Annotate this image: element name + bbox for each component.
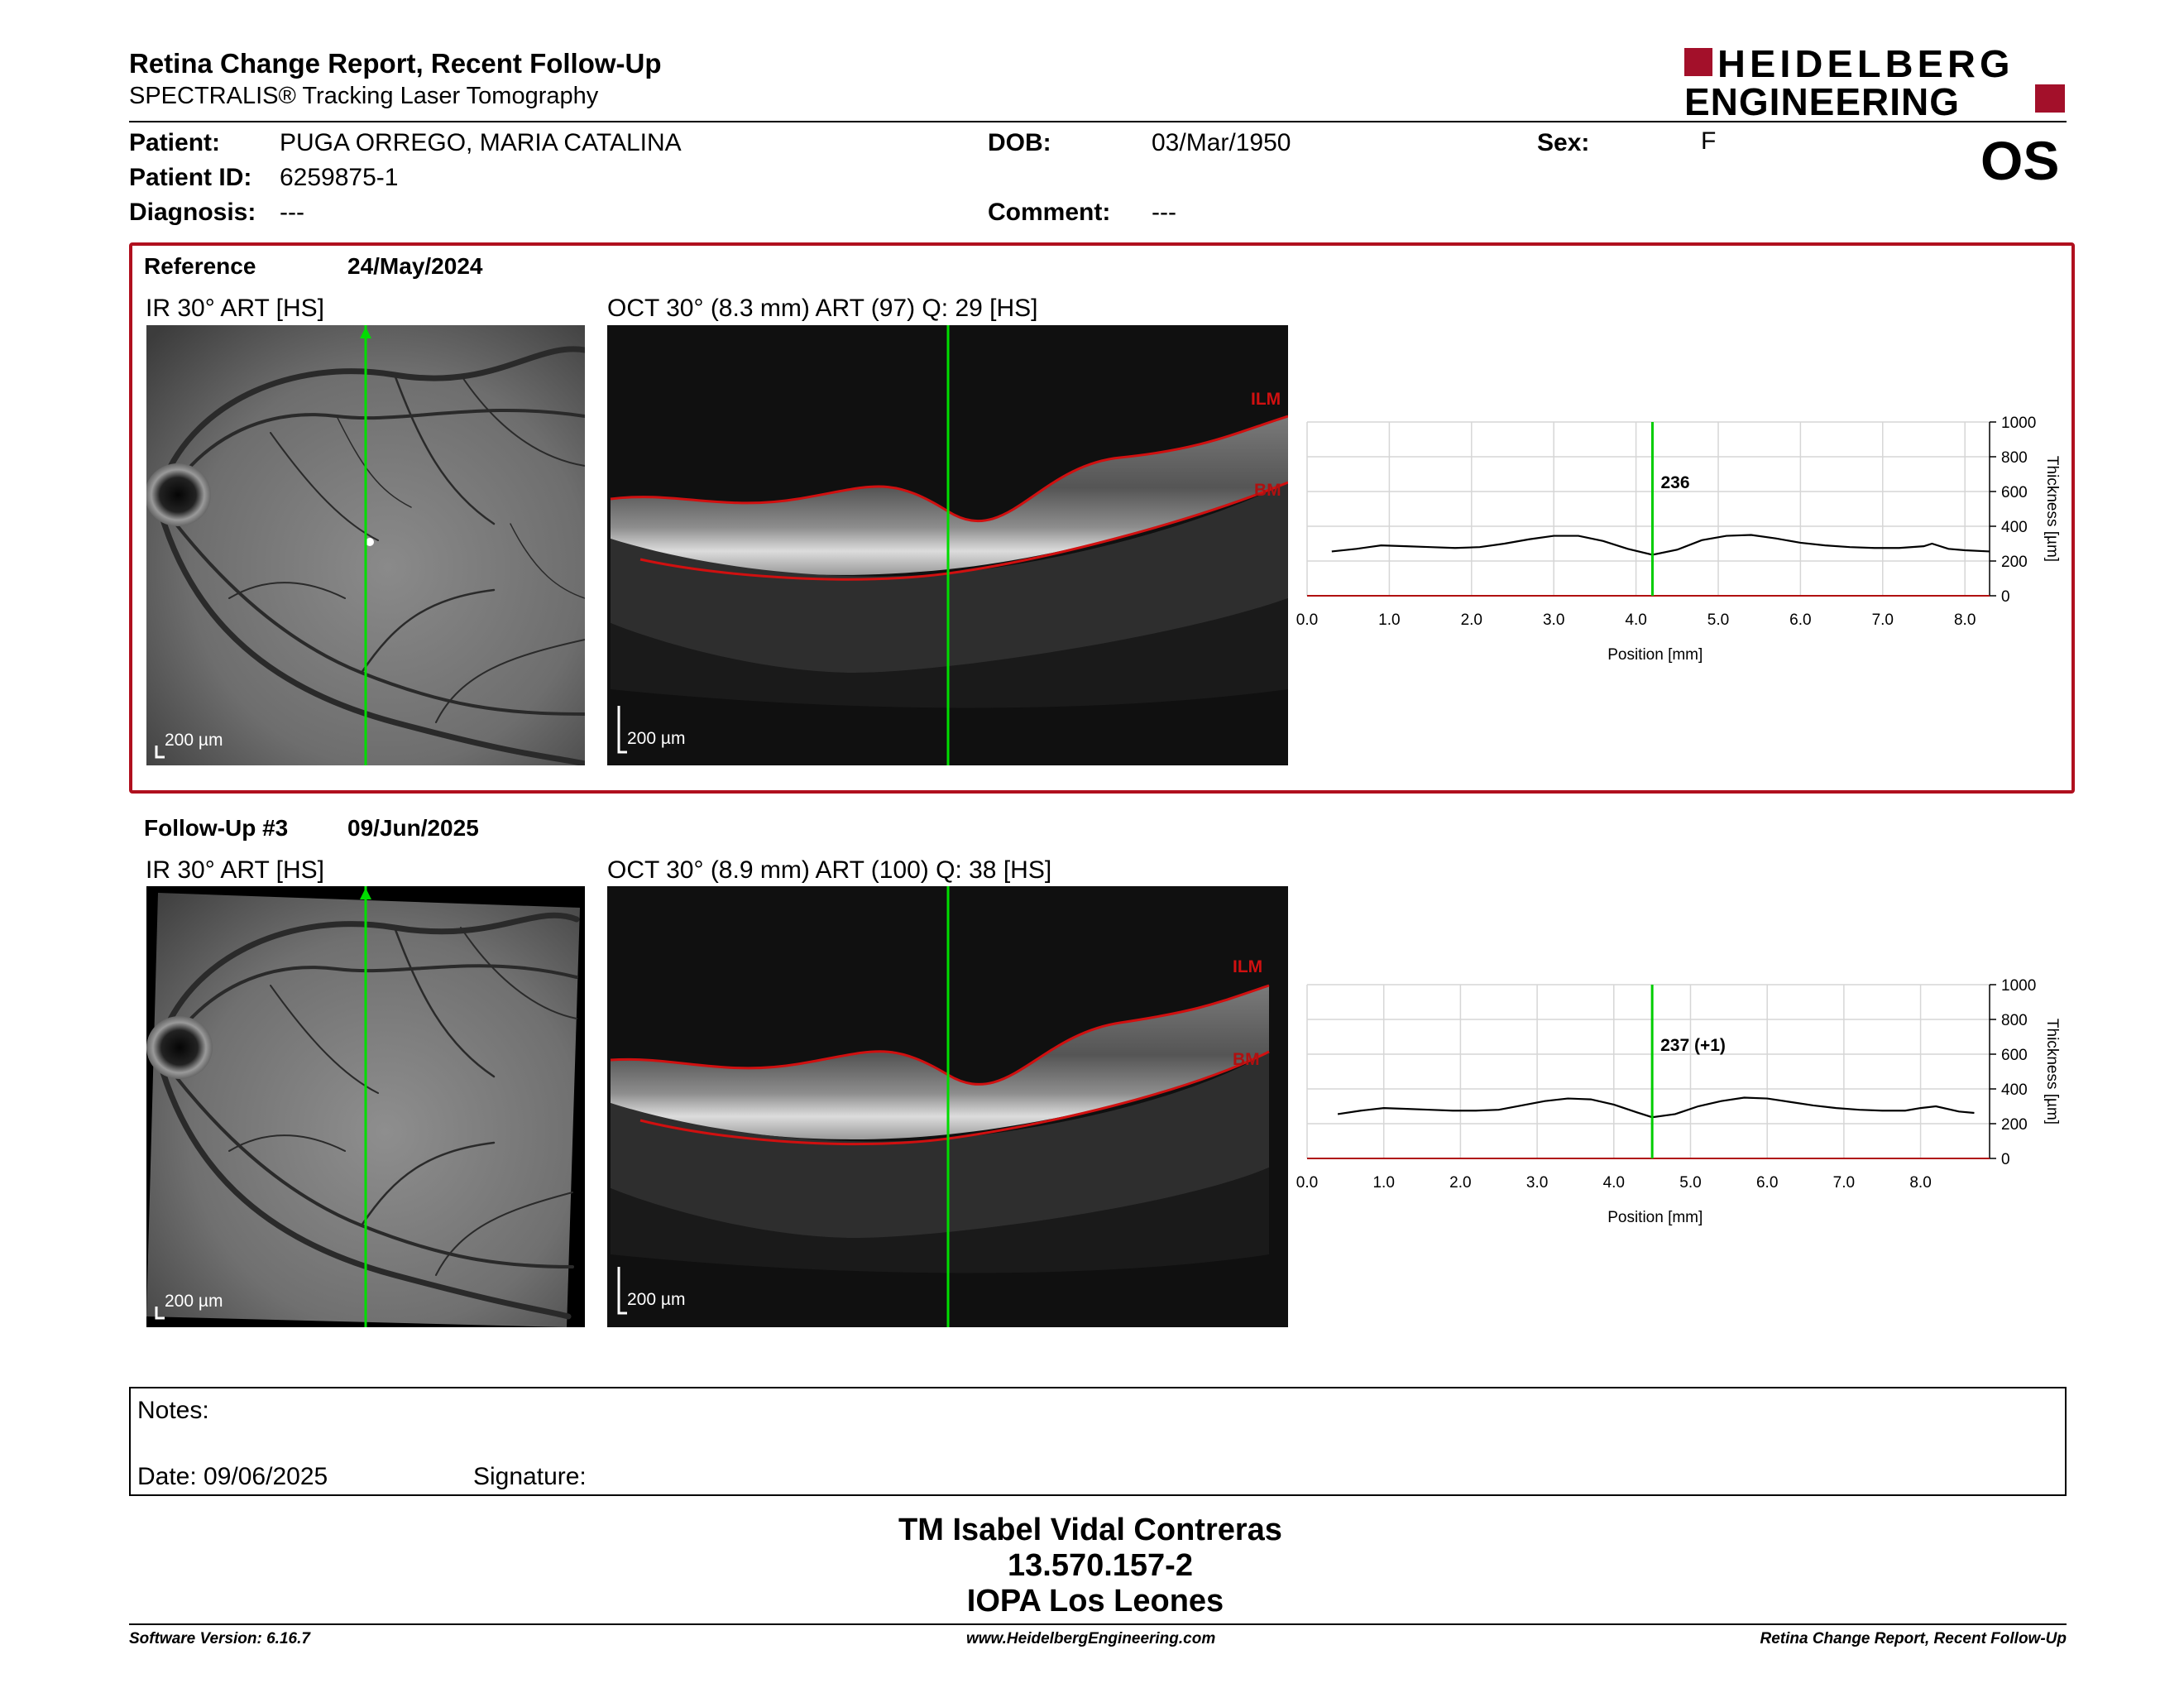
x-tick-label: 0.0 bbox=[1296, 611, 1318, 629]
x-tick-label: 5.0 bbox=[1707, 611, 1729, 629]
reference-oct-title: OCT 30° (8.3 mm) ART (97) Q: 29 [HS] bbox=[607, 295, 1038, 322]
y-tick-label: 600 bbox=[2001, 484, 2028, 501]
reference-label: Reference bbox=[144, 253, 256, 279]
x-tick-label: 0.0 bbox=[1296, 1174, 1318, 1192]
reference-thickness-chart: 0 200 400 600 800 1000 0.0 1.0 2.0 3.0 4.0 5.0 6.0 7.… bbox=[1296, 415, 2061, 664]
signer-institution: IOPA Los Leones bbox=[966, 1584, 1224, 1618]
signature-label: Signature: bbox=[473, 1463, 587, 1490]
patient-label: Patient: bbox=[129, 129, 221, 156]
x-tick-label: 7.0 bbox=[1872, 611, 1894, 629]
y-tick-label: 800 bbox=[2001, 449, 2028, 467]
y-tick-label: 800 bbox=[2001, 1012, 2028, 1029]
x-tick-label: 6.0 bbox=[1756, 1174, 1778, 1192]
followup-ir-scale: 200 µm bbox=[165, 1292, 223, 1311]
followup-label: Follow-Up #3 bbox=[144, 815, 289, 841]
reference-fundus-drawing bbox=[146, 325, 585, 765]
cursor-value-label: 236 bbox=[1660, 473, 1689, 492]
followup-bm-label: BM bbox=[1233, 1050, 1260, 1069]
reference-ir-title: IR 30° ART [HS] bbox=[146, 295, 324, 322]
reference-frame bbox=[129, 242, 2075, 794]
footer-report-name: Retina Change Report, Recent Follow-Up bbox=[1760, 1630, 2067, 1647]
reference-ilm-label: ILM bbox=[1251, 390, 1281, 409]
thickness-line bbox=[1337, 1096, 1975, 1119]
followup-fundus-drawing bbox=[146, 886, 580, 1327]
y-tick-label: 0 bbox=[2001, 588, 2010, 606]
patient-name: PUGA ORREGO, MARIA CATALINA bbox=[280, 129, 682, 156]
reference-bm-label: BM bbox=[1254, 481, 1281, 500]
followup-ir-image[interactable]: 200 µm bbox=[146, 886, 585, 1327]
header-rule bbox=[129, 121, 2067, 122]
y-tick-label: 200 bbox=[2001, 1116, 2028, 1134]
x-tick-label: 4.0 bbox=[1625, 611, 1646, 629]
x-tick-label: 2.0 bbox=[1449, 1174, 1471, 1192]
footer-rule bbox=[129, 1623, 2067, 1625]
x-tick-label: 8.0 bbox=[1909, 1174, 1931, 1192]
report-title: Retina Change Report, Recent Follow-Up bbox=[129, 48, 662, 79]
thickness-line bbox=[1331, 534, 1990, 556]
heidelberg-logo: HEIDELBERG ENGINEERING bbox=[1684, 42, 2065, 123]
y-tick-label: 1000 bbox=[2001, 977, 2036, 995]
y-axis-label: Thickness [µm] bbox=[2043, 456, 2061, 562]
dob-label: DOB: bbox=[988, 129, 1051, 156]
signer-rut: 13.570.157-2 bbox=[1008, 1548, 1193, 1583]
x-tick-label: 6.0 bbox=[1789, 611, 1811, 629]
reference-date: 24/May/2024 bbox=[347, 253, 483, 279]
y-tick-label: 600 bbox=[2001, 1047, 2028, 1064]
eye-indicator: OS bbox=[1980, 130, 2060, 191]
y-axis-label: Thickness [µm] bbox=[2043, 1019, 2061, 1125]
y-tick-label: 1000 bbox=[2001, 415, 2036, 432]
diagnosis-value: --- bbox=[280, 199, 304, 226]
notes-date: Date: 09/06/2025 bbox=[137, 1463, 328, 1490]
y-tick-label: 0 bbox=[2001, 1151, 2010, 1168]
y-tick-label: 200 bbox=[2001, 554, 2028, 571]
y-tick-label: 400 bbox=[2001, 519, 2028, 536]
logo-square-bottom bbox=[2035, 84, 2065, 113]
reference-oct-image[interactable]: ILM BM 200 µm bbox=[607, 325, 1288, 765]
x-tick-label: 1.0 bbox=[1372, 1174, 1394, 1192]
reference-ir-scale: 200 µm bbox=[165, 731, 223, 750]
notes-label: Notes: bbox=[137, 1397, 209, 1424]
x-tick-label: 2.0 bbox=[1461, 611, 1482, 629]
logo-text-heidelberg: HEIDELBERG bbox=[1717, 42, 2014, 85]
comment-value: --- bbox=[1152, 199, 1176, 226]
x-tick-label: 5.0 bbox=[1679, 1174, 1701, 1192]
patient-id: 6259875-1 bbox=[280, 164, 399, 191]
y-tick-label: 400 bbox=[2001, 1081, 2028, 1099]
x-tick-label: 8.0 bbox=[1954, 611, 1976, 629]
followup-ir-title: IR 30° ART [HS] bbox=[146, 856, 324, 884]
followup-oct-scale: 200 µm bbox=[627, 1290, 686, 1309]
x-tick-label: 1.0 bbox=[1378, 611, 1400, 629]
signer-name: TM Isabel Vidal Contreras bbox=[898, 1513, 1282, 1547]
x-axis-label: Position [mm] bbox=[1607, 646, 1703, 664]
followup-oct-drawing bbox=[607, 886, 1288, 1327]
diagnosis-label: Diagnosis: bbox=[129, 199, 256, 226]
reference-ir-image[interactable]: 200 µm bbox=[146, 325, 585, 765]
followup-thickness-chart: 0 200 400 600 800 1000 0.0 1.0 2.0 3.0 4.0 5.0 6.0 7.… bbox=[1296, 977, 2061, 1226]
x-tick-label: 7.0 bbox=[1833, 1174, 1855, 1192]
reference-oct-scale: 200 µm bbox=[627, 729, 686, 748]
logo-square-top bbox=[1684, 48, 1712, 76]
followup-ilm-label: ILM bbox=[1233, 957, 1263, 976]
reference-oct-drawing bbox=[607, 325, 1288, 765]
sex-value: F bbox=[1701, 127, 1717, 155]
x-tick-label: 3.0 bbox=[1543, 611, 1564, 629]
footer-website-link[interactable]: www.HeidelbergEngineering.com bbox=[966, 1630, 1216, 1647]
signer-block: TM Isabel Vidal Contreras 13.570.157-2 I… bbox=[0, 1513, 2184, 1619]
comment-label: Comment: bbox=[988, 199, 1111, 226]
x-tick-label: 3.0 bbox=[1526, 1174, 1548, 1192]
followup-oct-title: OCT 30° (8.9 mm) ART (100) Q: 38 [HS] bbox=[607, 856, 1052, 884]
footer-software-version: Software Version: 6.16.7 bbox=[129, 1630, 310, 1647]
logo-text-engineering: ENGINEERING bbox=[1684, 80, 1961, 123]
followup-oct-image[interactable]: ILM BM 200 µm bbox=[607, 886, 1288, 1327]
cursor-value-label: 237 (+1) bbox=[1660, 1036, 1726, 1055]
sex-label: Sex: bbox=[1537, 129, 1590, 156]
x-tick-label: 4.0 bbox=[1603, 1174, 1625, 1192]
followup-date: 09/Jun/2025 bbox=[347, 815, 479, 841]
patient-id-label: Patient ID: bbox=[129, 164, 252, 191]
report-subtitle: SPECTRALIS® Tracking Laser Tomography bbox=[129, 83, 599, 109]
x-axis-label: Position [mm] bbox=[1607, 1209, 1703, 1226]
dob-value: 03/Mar/1950 bbox=[1152, 129, 1291, 156]
notes-box[interactable]: Notes: Date: 09/06/2025 Signature: bbox=[129, 1387, 2067, 1496]
